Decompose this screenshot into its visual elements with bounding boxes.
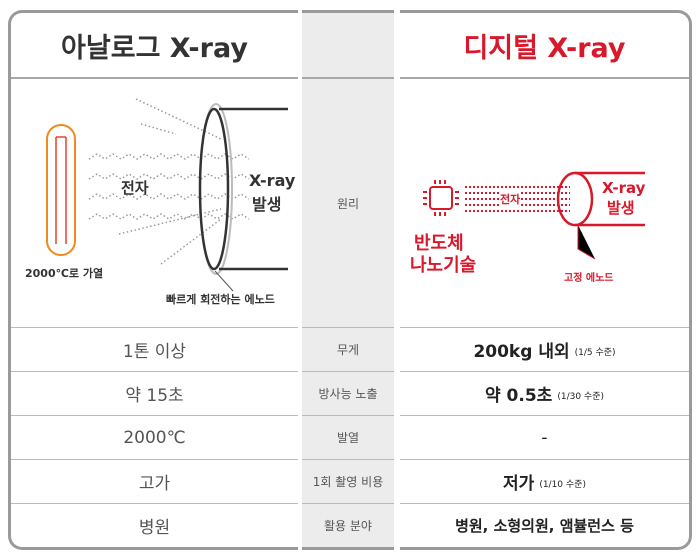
criteria-column: 원리 무게 방사능 노출 발열 1회 촬영 비용 활용 분야 [302, 10, 394, 550]
value: 200kg 내외 [473, 342, 570, 362]
digital-column: 디지털 X-ray 전자 X-ray 발생 반도체 나노기술 고정 에노드 20… [400, 10, 692, 550]
filament-tube [46, 124, 76, 256]
anode-label: 빠르게 회전하는 에노드 [166, 293, 275, 306]
nanotech-label: 나노기술 [410, 255, 477, 276]
digital-diagram: 전자 X-ray 발생 반도체 나노기술 고정 에노드 [400, 79, 689, 328]
table-row: 병원, 소형의원, 앰뷸런스 등 [400, 504, 689, 547]
semiconductor-label: 반도체 [414, 233, 464, 254]
rotating-anode [198, 107, 230, 271]
analog-diagram: 전자 X-ray 발생 2000℃로 가열 빠르게 회전하는 에노드 [11, 79, 298, 328]
electron-label: 전자 [121, 179, 149, 197]
table-row: - [400, 416, 689, 460]
criteria-principle: 원리 [302, 79, 394, 328]
xray-generation-label: 발생 [252, 195, 282, 214]
criteria-weight: 무게 [302, 328, 394, 372]
criteria-usage: 활용 분야 [324, 519, 372, 533]
table-row: 저가 (1/10 수준) [400, 460, 689, 504]
table-row: 약 15초 [11, 372, 298, 416]
xray-label: X-ray [249, 171, 296, 190]
value: 약 0.5초 [485, 386, 553, 406]
value: 저가 [503, 474, 535, 494]
digital-xray-illustration [423, 171, 645, 260]
table-row: 약 0.5초 (1/30 수준) [400, 372, 689, 416]
digital-title: 디지털 X-ray [400, 13, 689, 79]
criteria-header [302, 13, 394, 79]
chip-icon [423, 180, 459, 216]
table-row: 1톤 이상 [11, 328, 298, 372]
analog-column: 아날로그 X-ray 전자 X-ray 발생 2000℃로 가열 빠르게 회전하… [8, 10, 298, 550]
electron-beam [88, 98, 250, 265]
xray-label: X-ray [602, 179, 646, 197]
xray-generation-label: 발생 [607, 199, 635, 217]
value: - [541, 427, 548, 448]
criteria-radiation: 방사능 노출 [302, 372, 394, 416]
criteria-cost: 1회 촬영 비용 [302, 460, 394, 504]
note: (1/30 수준) [557, 392, 604, 402]
value: 병원, 소형의원, 앰뷸런스 등 [455, 517, 634, 535]
table-row: 고가 [11, 460, 298, 504]
table-row: 2000℃ [11, 416, 298, 460]
anode-label: 고정 에노드 [564, 273, 614, 284]
criteria-heat: 발열 [302, 416, 394, 460]
analog-xray-illustration [46, 98, 288, 292]
note: (1/10 수준) [539, 480, 586, 490]
fixed-anode [556, 171, 594, 227]
analog-title: 아날로그 X-ray [11, 13, 298, 79]
heat-label: 2000℃로 가열 [25, 267, 104, 280]
filament [55, 136, 67, 244]
table-row: 200kg 내외 (1/5 수준) [400, 328, 689, 372]
electron-label: 전자 [500, 191, 521, 207]
note: (1/5 수준) [574, 348, 616, 358]
table-row: 병원 [138, 518, 171, 538]
